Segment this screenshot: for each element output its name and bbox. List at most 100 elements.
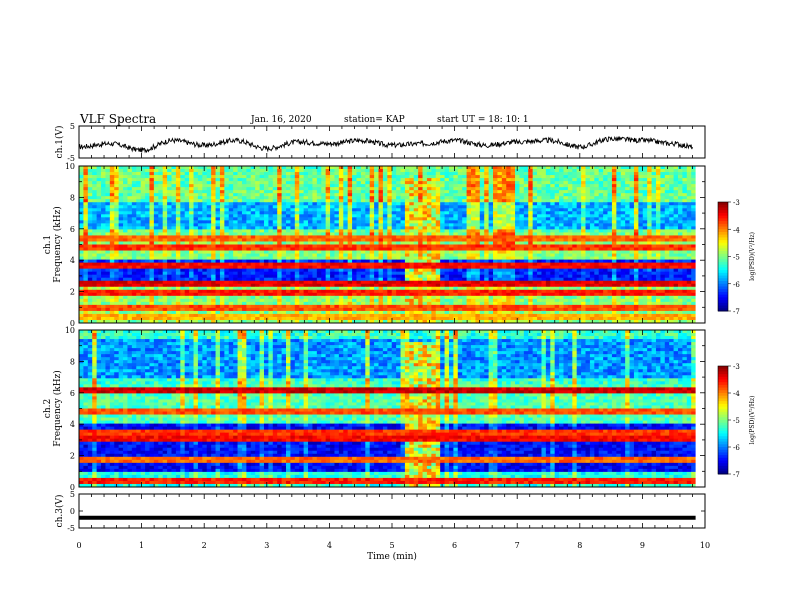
spectrogram-cell [189,253,194,257]
spectrogram-cell [79,187,84,191]
spectrogram-cell [537,259,542,264]
spectrogram-cell [109,232,115,236]
spectrogram-cell [642,202,648,206]
spectrogram-cell [686,238,692,242]
spectrogram-cell [184,262,190,267]
spectrogram-cell [396,265,401,270]
spectrogram-cell [330,220,335,224]
spectrogram-cell [572,250,578,254]
spectrogram-cell [462,250,467,254]
spectrogram-cell [105,229,111,233]
spectrogram-cell [550,217,556,221]
spectrogram-cell [123,205,128,209]
spectrogram-cell [660,235,666,239]
spectrogram-cell [633,181,639,185]
spectrogram-cell [316,202,322,206]
spectrogram-cell [519,265,525,270]
spectrogram-cell [83,256,89,260]
spectrogram-cell [594,196,600,200]
spectrogram-cell [620,184,626,188]
spectrogram-cell [118,250,124,254]
spectrogram-cell [475,193,481,197]
spectrogram-cell [101,166,106,170]
spectrogram-cell [501,250,507,254]
spectrogram-cell [620,178,626,182]
spectrogram-cell [294,241,300,245]
spectrogram-cell [607,223,613,227]
spectrogram-cell [96,184,102,188]
spectrogram-cell [589,196,595,200]
spectrogram-cell [281,166,287,170]
spectrogram-cell [435,181,441,185]
spectrogram-cell [237,211,243,215]
spectrogram-cell [673,184,679,188]
spectrogram-cell [382,208,388,212]
spectrogram-cell [352,211,357,215]
spectrogram-cell [611,184,617,188]
spectrogram-cell [611,250,617,254]
spectrogram-cell [400,217,406,221]
spectrogram-cell [554,214,560,218]
spectrogram-cell [360,202,366,206]
spectrogram-cell [435,238,441,242]
spectrogram-cell [387,181,393,185]
spectrogram-cell [184,169,190,173]
spectrogram-cell [272,187,278,191]
spectrogram-cell [435,220,441,224]
spectrogram-cell [686,241,692,245]
spectrogram-cell [219,253,225,257]
spectrogram-cell [391,238,397,242]
spectrogram-cell [550,184,556,188]
spectrogram-cell [224,259,230,264]
spectrogram-cell [638,232,644,236]
spectrogram-cell [299,178,305,182]
spectrogram-cell [585,232,591,236]
spectrogram-cell [197,190,203,194]
spectrogram-cell [418,172,423,176]
spectrogram-cell [241,175,247,179]
spectrogram-cell [211,184,216,188]
spectrogram-cell [109,244,115,248]
spectrogram-cell [219,241,225,245]
spectrogram-cell [140,214,146,218]
spectrogram-cell [347,262,353,267]
spectrogram-cell [669,202,674,206]
spectrogram-cell [140,244,146,248]
spectrogram-cell [369,172,375,176]
spectrogram-cell [131,220,137,224]
spectrogram-cell [457,223,463,227]
spectrogram-cell [263,205,269,209]
spectrogram-cell [453,211,459,215]
spectrogram-cell [374,169,379,173]
spectrogram-cell [136,187,142,191]
spectrogram-cell [497,247,503,251]
spectrogram-cell [131,223,137,227]
spectrogram-cell [488,226,494,230]
spectrogram-cell [603,196,608,200]
spectrogram-cell [466,235,472,239]
spectrogram-cell [241,220,247,224]
spectrogram-cell [259,226,265,230]
spectrogram-cell [369,262,375,267]
spectrogram-cell [594,223,600,227]
spectrogram-cell [554,199,560,203]
spectrogram-cell [299,199,305,203]
spectrogram-cell [554,208,560,212]
spectrogram-cell [607,217,613,221]
spectrogram-cell [101,205,106,209]
spectrogram-cell [400,232,406,236]
spectrogram-cell [497,214,503,218]
spectrogram-cell [145,175,150,179]
spectrogram-cell [581,199,586,203]
spectrogram-cell [572,175,578,179]
spectrogram-cell [400,208,406,212]
spectrogram-cell [633,211,639,215]
spectrogram-cell [642,229,648,233]
spectrogram-cell [387,235,393,239]
spectrogram-cell [206,256,212,260]
spectrogram-cell [303,220,309,224]
spectrogram-cell [541,178,547,182]
spectrogram-cell [647,214,652,218]
spectrogram-cell [277,262,282,267]
spectrogram-cell [466,241,472,245]
